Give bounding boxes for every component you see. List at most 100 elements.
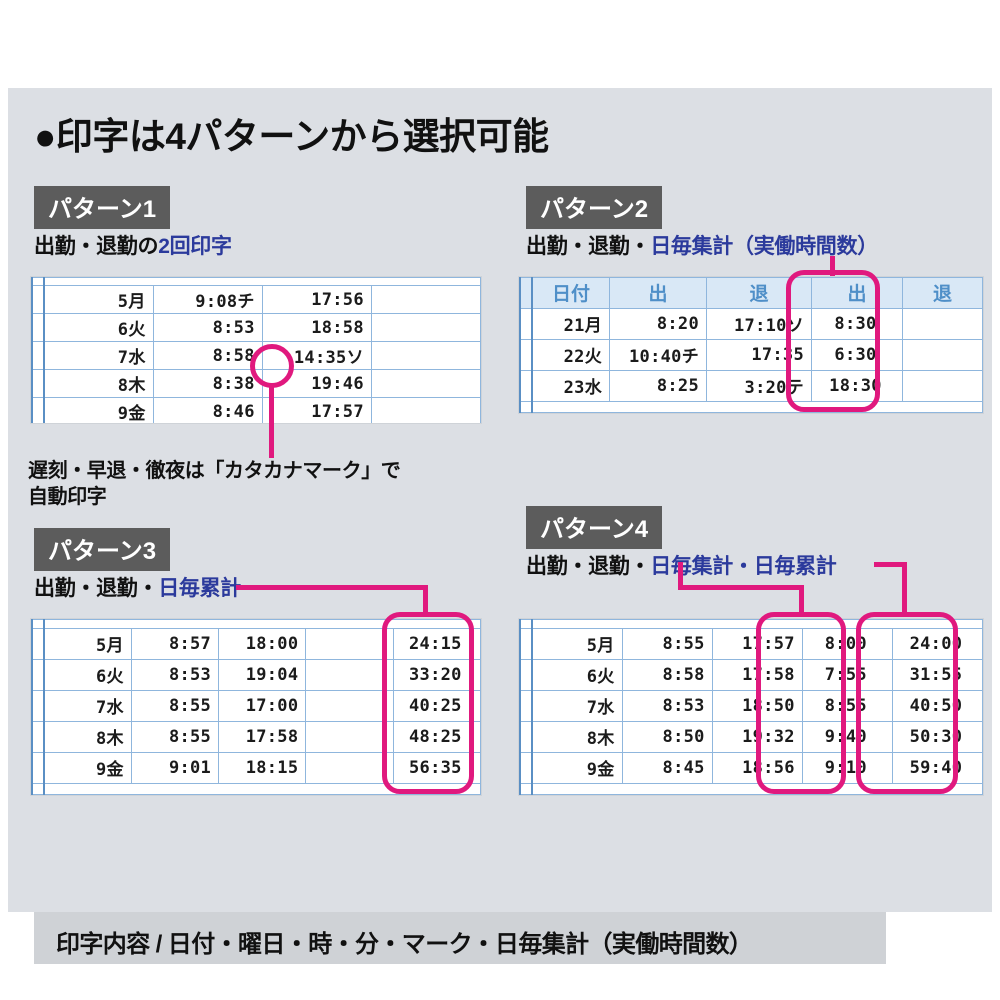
pattern-2-leader-line <box>830 256 835 276</box>
header-in: 出 <box>609 277 707 309</box>
pattern-4-leader-line-drop-1 <box>799 585 804 615</box>
cell-out: 17:10ソ <box>706 307 812 340</box>
pattern-1-desc-accent: 2回印字 <box>158 235 232 258</box>
table-row: 5月 8:55 17:57 8:00 24:00 <box>519 627 983 660</box>
cell-in: 8:53 <box>621 689 713 722</box>
cell-in: 8:38 <box>152 369 263 398</box>
cell-extra <box>305 658 394 691</box>
header-date: 日付 <box>531 277 610 309</box>
cell-cumulative: 31:55 <box>891 658 983 691</box>
table-row: 9金 9:01 18:15 56:35 <box>31 751 481 784</box>
cell-date: 7水 <box>43 689 132 722</box>
cell-in: 8:58 <box>152 341 263 370</box>
cell-in: 8:50 <box>621 720 713 753</box>
pattern-4-desc-accent: 日毎集計・日毎累計 <box>650 555 837 578</box>
page-title: ●印字は4パターンから選択可能 <box>34 116 549 157</box>
cell-out: 18:50 <box>711 689 803 722</box>
table-row: 7水 8:58 14:35ソ <box>31 341 481 370</box>
cell-daily-total: 8:55 <box>801 689 893 722</box>
pattern-3-description: 出勤・退勤・日毎累計 <box>34 572 241 602</box>
cell-daily-total: 9:10 <box>801 751 893 784</box>
pattern-4-leader-line-horizontal-1 <box>678 585 804 590</box>
cell-date: 23水 <box>531 369 610 402</box>
pattern-2-desc-accent: 日毎集計（実働時間数） <box>650 235 878 258</box>
cell-out: 19:32 <box>711 720 803 753</box>
cell-date: 5月 <box>43 285 154 314</box>
table-row: 5月 9:08チ 17:56 <box>31 285 481 314</box>
pattern-4-desc-plain: 出勤・退勤・ <box>526 555 651 578</box>
cell-in: 8:53 <box>152 313 263 342</box>
cell-extra <box>305 751 394 784</box>
cell-date: 9金 <box>43 751 132 784</box>
cell-out: 18:15 <box>218 751 307 784</box>
cell-daily-total: 7:55 <box>801 658 893 691</box>
pattern-4-timecard: 5月 8:55 17:57 8:00 24:00 6火 8:58 17:58 7… <box>518 618 984 796</box>
table-row: 6火 8:53 18:58 <box>31 313 481 342</box>
pattern-4-description: 出勤・退勤・日毎集計・日毎累計 <box>526 550 837 580</box>
pattern-2-table: 日付 出 退 出 退 21月 8:20 17:10ソ 8:30 <box>519 277 983 413</box>
cell-out: 17:56 <box>261 285 372 314</box>
table-row: 9金 8:45 18:56 9:10 59:40 <box>519 751 983 784</box>
cell-in: 8:58 <box>621 658 713 691</box>
pattern-4-table: 5月 8:55 17:57 8:00 24:00 6火 8:58 17:58 7… <box>519 619 983 795</box>
cell-in: 8:55 <box>130 689 220 722</box>
pattern-1-table: 5月 9:08チ 17:56 6火 8:53 18:58 7水 <box>31 277 481 423</box>
cell-date: 21月 <box>531 307 610 340</box>
table-row: 7水 8:53 18:50 8:55 40:50 <box>519 689 983 722</box>
pattern-4-leader-line-horizontal-2 <box>874 562 907 567</box>
table-row: 22火 10:40チ 17:35 6:30 <box>519 338 983 371</box>
pattern-4-badge: パターン4 <box>526 506 663 549</box>
cell-in: 8:46 <box>152 397 263 423</box>
cell-cumulative: 24:15 <box>392 627 481 660</box>
content-panel: ●印字は4パターンから選択可能 パターン1 出勤・退勤の2回印字 5月 9:08… <box>8 88 992 964</box>
pattern-3-desc-accent: 日毎累計 <box>158 577 242 600</box>
cell-out: 19:46 <box>261 369 372 398</box>
cell-extra <box>370 397 481 423</box>
table-row: 23水 8:25 3:20テ 18:30 <box>519 369 983 402</box>
table-row: 6火 8:53 19:04 33:20 <box>31 658 481 691</box>
cell-in: 8:55 <box>621 627 713 660</box>
pattern-3-badge: パターン3 <box>34 528 171 571</box>
table-row: 5月 8:57 18:00 24:15 <box>31 627 481 660</box>
cell-date: 22火 <box>531 338 610 371</box>
pattern-2-timecard: 日付 出 退 出 退 21月 8:20 17:10ソ 8:30 <box>518 276 984 414</box>
pattern-2-desc-plain: 出勤・退勤・ <box>526 235 651 258</box>
cell-extra <box>370 341 481 370</box>
cell-out: 17:57 <box>711 627 803 660</box>
cell-extra <box>370 313 481 342</box>
pattern-3-timecard: 5月 8:57 18:00 24:15 6火 8:53 19:04 33:20 <box>30 618 482 796</box>
cell-in: 8:25 <box>609 369 707 402</box>
cell-in: 8:55 <box>130 720 220 753</box>
footer-bar <box>34 912 886 964</box>
cell-out: 17:00 <box>218 689 307 722</box>
cell-cumulative: 59:40 <box>891 751 983 784</box>
table-row: 8木 8:50 19:32 9:40 50:30 <box>519 720 983 753</box>
cell-extra <box>902 307 983 340</box>
cell-daily-total: 8:30 <box>811 307 903 340</box>
table-row: 9金 8:46 17:57 <box>31 397 481 423</box>
cell-daily-total: 6:30 <box>811 338 903 371</box>
cell-out: 17:58 <box>218 720 307 753</box>
cell-in: 8:57 <box>130 627 220 660</box>
cell-extra <box>370 285 481 314</box>
table-row: 8木 8:38 19:46 <box>31 369 481 398</box>
katakana-mark-leader-line <box>269 386 274 458</box>
cell-out: 18:58 <box>261 313 372 342</box>
cell-extra <box>305 627 394 660</box>
cell-out: 17:58 <box>711 658 803 691</box>
cell-date: 6火 <box>43 313 154 342</box>
footer-text: 印字内容 / 日付・曜日・時・分・マーク・日毎集計（実働時間数） <box>56 931 753 958</box>
cell-date: 5月 <box>43 627 132 660</box>
cell-extra <box>902 369 983 402</box>
header-total-in: 出 <box>811 277 903 309</box>
cell-date: 9金 <box>43 397 154 423</box>
cell-out: 3:20テ <box>706 369 812 402</box>
cell-cumulative: 33:20 <box>392 658 481 691</box>
cell-out: 18:56 <box>711 751 803 784</box>
table-row: 7水 8:55 17:00 40:25 <box>31 689 481 722</box>
cell-daily-total: 8:00 <box>801 627 893 660</box>
cell-date: 7水 <box>43 341 154 370</box>
cell-extra <box>305 720 394 753</box>
cell-in: 9:08チ <box>152 285 263 314</box>
